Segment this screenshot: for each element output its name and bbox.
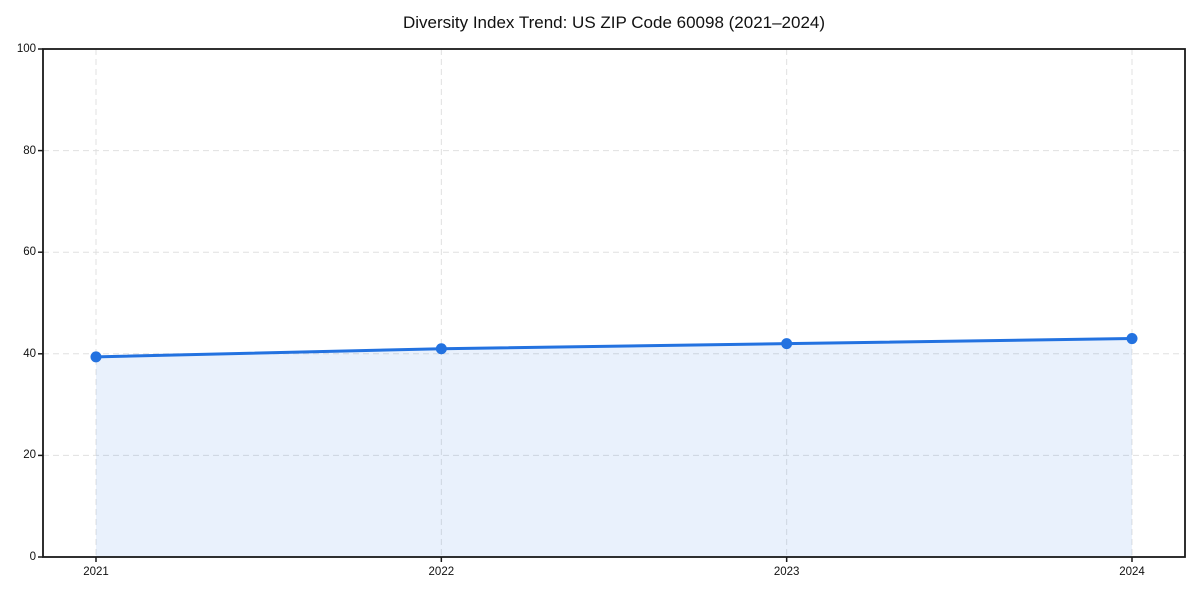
- y-tick-label: 80: [23, 144, 36, 157]
- y-tick-label: 20: [23, 449, 36, 462]
- y-tick-label: 60: [23, 246, 36, 259]
- x-tick-label: 2024: [1119, 566, 1145, 578]
- y-tick-label: 100: [16, 43, 36, 55]
- y-tick-label: 40: [23, 347, 36, 360]
- chart-title: Diversity Index Trend: US ZIP Code 60098…: [402, 13, 826, 32]
- y-tick-label: 0: [29, 551, 36, 563]
- x-tick-label: 2023: [773, 566, 800, 578]
- x-tick-label: 2022: [428, 566, 455, 578]
- x-tick-label: 2021: [83, 566, 109, 578]
